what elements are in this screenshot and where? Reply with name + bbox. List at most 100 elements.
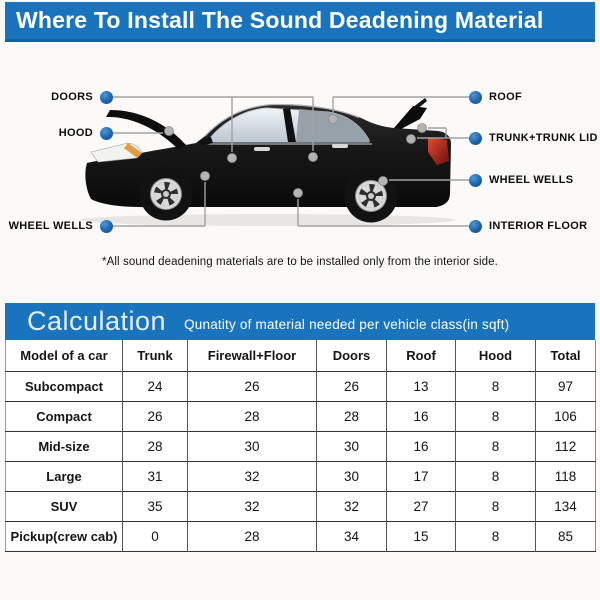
table-cell: 8 xyxy=(455,520,536,551)
table-row: Pickup(crew cab) 0 28 34 15 8 85 xyxy=(5,520,596,551)
header-banner: Where To Install The Sound Deadening Mat… xyxy=(5,2,595,42)
table-header: Model of a car Trunk Firewall+Floor Door… xyxy=(6,340,596,371)
marker-trunk-lid xyxy=(417,123,427,133)
callout-wheel-wells-right: WHEEL WELLS xyxy=(469,173,573,187)
taillight xyxy=(428,137,449,165)
callout-dot-icon xyxy=(100,126,113,140)
callout-dot-icon xyxy=(469,219,482,233)
table-cell: 31 xyxy=(122,460,188,491)
table-cell: 134 xyxy=(535,490,596,521)
point-markers xyxy=(164,114,427,198)
table-cell: 28 xyxy=(187,520,317,551)
table-cell: 16 xyxy=(386,430,456,461)
marker-hood xyxy=(164,126,174,136)
row-label: Subcompact xyxy=(5,370,123,401)
callout-dot-icon xyxy=(469,131,482,145)
door-handle-rear xyxy=(332,144,348,148)
table-cell: 32 xyxy=(316,490,387,521)
callout-label: ROOF xyxy=(489,91,522,103)
marker-front-wheel-well xyxy=(200,171,210,181)
table-cell: 30 xyxy=(316,430,387,461)
row-label: Mid-size xyxy=(5,430,123,461)
table-cell: 8 xyxy=(455,430,536,461)
table-cell: 35 xyxy=(122,490,188,521)
table-cell: 28 xyxy=(316,400,387,431)
callout-wheel-wells-left: WHEEL WELLS xyxy=(9,219,113,233)
table-cell: 8 xyxy=(455,460,536,491)
open-trunk-lid xyxy=(394,106,427,129)
row-label: Pickup(crew cab) xyxy=(5,520,123,551)
table-cell: 30 xyxy=(316,460,387,491)
row-label: Compact xyxy=(5,400,123,431)
callout-dot-icon xyxy=(100,219,113,233)
table-cell: 28 xyxy=(122,430,188,461)
front-wheel xyxy=(139,167,193,221)
marker-rear-wheel xyxy=(378,176,388,186)
callout-label: INTERIOR FLOOR xyxy=(489,220,588,232)
col-header-firewall-floor: Firewall+Floor xyxy=(187,340,317,371)
material-table: Model of a car Trunk Firewall+Floor Door… xyxy=(5,340,596,552)
marker-floor xyxy=(293,188,303,198)
table-row: Compact 26 28 28 16 8 106 xyxy=(5,400,596,431)
table-cell: 15 xyxy=(386,520,456,551)
table-cell: 30 xyxy=(187,430,317,461)
table-cell: 28 xyxy=(187,400,317,431)
marker-front-door xyxy=(227,153,237,163)
rear-window xyxy=(296,109,369,142)
callout-label: TRUNK+TRUNK LID xyxy=(489,132,598,144)
callout-label: DOORS xyxy=(51,91,93,103)
callout-roof: ROOF xyxy=(469,90,522,104)
col-header-roof: Roof xyxy=(386,340,456,371)
table-cell: 26 xyxy=(316,370,387,401)
col-header-total: Total xyxy=(535,340,596,371)
callout-doors: DOORS xyxy=(51,90,113,104)
table-row: Mid-size 28 30 30 16 8 112 xyxy=(5,430,596,461)
table-cell: 0 xyxy=(122,520,188,551)
table-cell: 106 xyxy=(535,400,596,431)
car-illustration xyxy=(80,96,471,227)
roof-trim xyxy=(204,103,360,137)
callout-label: WHEEL WELLS xyxy=(489,174,574,186)
table-row: SUV 35 32 32 27 8 134 xyxy=(5,490,596,521)
table-cell: 27 xyxy=(386,490,456,521)
table-body: Subcompact 24 26 26 13 8 97 Compact 26 2… xyxy=(5,370,596,551)
page-title: Where To Install The Sound Deadening Mat… xyxy=(16,7,544,33)
callout-label: WHEEL WELLS xyxy=(8,220,93,232)
calculation-subtitle: Qunatity of material needed per vehicle … xyxy=(184,317,510,332)
table-cell: 26 xyxy=(122,400,188,431)
col-header-trunk: Trunk xyxy=(122,340,188,371)
row-label: SUV xyxy=(5,490,123,521)
callout-hood: HOOD xyxy=(59,126,113,140)
callout-dot-icon xyxy=(469,90,482,104)
col-header-doors: Doors xyxy=(316,340,387,371)
door-handle-front xyxy=(254,147,270,151)
calculation-banner: Calculation Qunatity of material needed … xyxy=(5,303,595,340)
callout-label: HOOD xyxy=(58,127,93,139)
table-row: Subcompact 24 26 26 13 8 97 xyxy=(5,370,596,401)
open-hood xyxy=(106,110,186,150)
calculation-title: Calculation xyxy=(27,306,167,336)
trunk-lid-tip xyxy=(412,98,427,110)
col-header-hood: Hood xyxy=(455,340,536,371)
table-cell: 32 xyxy=(187,490,317,521)
table-cell: 13 xyxy=(386,370,456,401)
table-cell: 8 xyxy=(455,490,536,521)
table-cell: 8 xyxy=(455,400,536,431)
ground-shadow xyxy=(80,214,456,226)
side-mirror xyxy=(199,137,213,146)
callout-dot-icon xyxy=(469,173,482,187)
table-header-row: Model of a car Trunk Firewall+Floor Door… xyxy=(6,340,596,371)
marker-rear-door xyxy=(308,152,318,162)
marker-roof xyxy=(328,114,338,124)
headlight-indicator xyxy=(124,143,142,158)
table-cell: 32 xyxy=(187,460,317,491)
table-cell: 24 xyxy=(122,370,188,401)
callout-interior-floor: INTERIOR FLOOR xyxy=(469,219,587,233)
marker-trunk xyxy=(406,134,416,144)
table-cell: 34 xyxy=(316,520,387,551)
table-row: Large 31 32 30 17 8 118 xyxy=(5,460,596,491)
table-cell: 118 xyxy=(535,460,596,491)
table-cell: 112 xyxy=(535,430,596,461)
table-cell: 85 xyxy=(535,520,596,551)
